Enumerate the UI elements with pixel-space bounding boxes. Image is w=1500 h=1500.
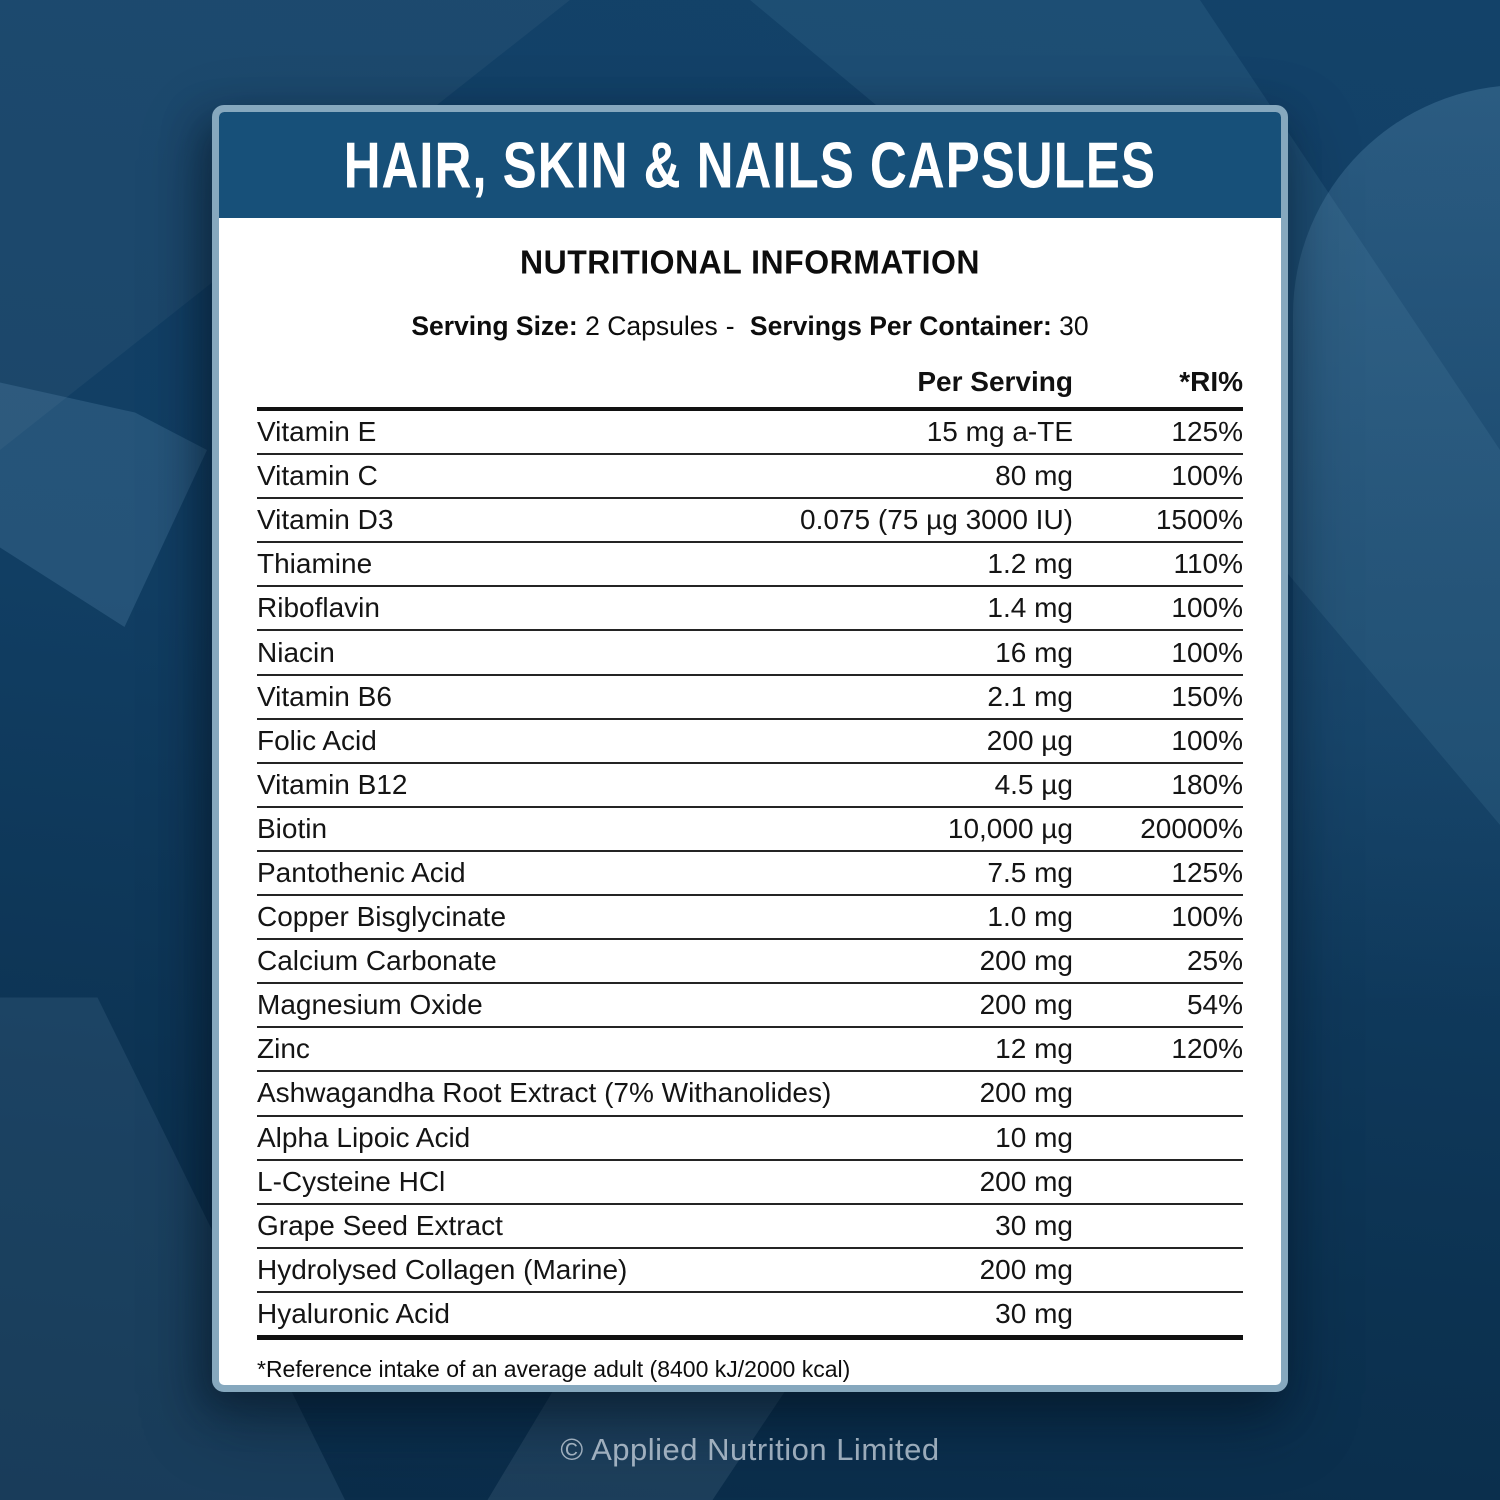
nutrition-label-card: HAIR, SKIN & NAILS CAPSULES NUTRITIONAL … — [212, 105, 1288, 1392]
ri-value: 1500% — [1155, 504, 1243, 536]
section-heading: NUTRITIONAL INFORMATION — [519, 243, 981, 281]
ingredient-name: Vitamin E — [257, 416, 377, 448]
product-title: HAIR, SKIN & NAILS CAPSULES — [343, 128, 1157, 202]
header-ri: *RI% — [1179, 366, 1243, 397]
table-row: Magnesium Oxide 200 mg 54% — [257, 984, 1243, 1029]
ingredient-name: Vitamin D3 — [257, 504, 394, 536]
ri-value: 150% — [1171, 680, 1243, 712]
table-row: Alpha Lipoic Acid 10 mg — [257, 1117, 1243, 1161]
ingredient-name: Riboflavin — [257, 592, 380, 624]
ingredient-name: Niacin — [257, 636, 335, 668]
card-body: NUTRITIONAL INFORMATION Serving Size: 2 … — [219, 243, 1281, 1383]
background-shape-rounded-arc — [1293, 85, 1500, 1135]
ri-value: 110% — [1173, 548, 1243, 580]
ri-value: 100% — [1171, 901, 1243, 933]
amount-value: 200 mg — [979, 1165, 1073, 1197]
ingredient-name: Pantothenic Acid — [257, 856, 466, 888]
amount-value: 200 mg — [979, 1253, 1073, 1285]
amount-value: 200 µg — [986, 724, 1073, 756]
ri-value: 20000% — [1140, 812, 1243, 844]
table-row: Hydrolysed Collagen (Marine) 200 mg — [257, 1249, 1243, 1293]
ri-value: 100% — [1171, 592, 1243, 624]
amount-value: 30 mg — [995, 1209, 1073, 1241]
table-row: Hyaluronic Acid 30 mg — [257, 1293, 1243, 1340]
ri-value: 125% — [1171, 416, 1243, 448]
serving-size-label: Serving Size: — [411, 311, 578, 341]
ingredient-name: Vitamin C — [257, 460, 378, 492]
table-row: Vitamin E 15 mg a-TE 125% — [257, 411, 1243, 456]
table-row: Vitamin B6 2.1 mg 150% — [257, 676, 1243, 720]
ingredient-name: Vitamin B6 — [257, 680, 392, 712]
ingredient-name: Hydrolysed Collagen (Marine) — [257, 1253, 628, 1285]
table-row: Thiamine 1.2 mg 110% — [257, 543, 1243, 588]
table-row: Copper Bisglycinate 1.0 mg 100% — [257, 896, 1243, 941]
ingredient-name: Biotin — [257, 812, 328, 844]
reference-intake-footnote: *Reference intake of an average adult (8… — [257, 1355, 851, 1382]
ingredient-name: Thiamine — [257, 548, 373, 580]
amount-value: 2.1 mg — [987, 680, 1073, 712]
header-per-serving: Per Serving — [917, 366, 1073, 397]
amount-value: 200 mg — [979, 989, 1073, 1021]
amount-value: 1.4 mg — [987, 592, 1073, 624]
amount-value: 12 mg — [995, 1033, 1073, 1065]
amount-value: 30 mg — [995, 1297, 1073, 1329]
ingredient-name: Vitamin B12 — [257, 768, 408, 800]
table-row: Pantothenic Acid 7.5 mg 125% — [257, 852, 1243, 897]
table-row: Zinc 12 mg 120% — [257, 1028, 1243, 1073]
ingredient-name: Ashwagandha Root Extract (7% Withanolide… — [257, 1077, 832, 1109]
ingredient-name: Folic Acid — [257, 724, 377, 756]
copyright-text: © Applied Nutrition Limited — [560, 1432, 940, 1467]
ri-value: 25% — [1186, 945, 1243, 977]
amount-value: 16 mg — [995, 636, 1073, 668]
amount-value: 10 mg — [995, 1121, 1073, 1153]
table-row: Niacin 16 mg 100% — [257, 631, 1243, 676]
table-header-row: Per Serving *RI% — [257, 366, 1243, 411]
amount-value: 1.0 mg — [987, 901, 1073, 933]
ingredient-name: Alpha Lipoic Acid — [257, 1121, 471, 1153]
table-row: Ashwagandha Root Extract (7% Withanolide… — [257, 1072, 1243, 1117]
card-header-band: HAIR, SKIN & NAILS CAPSULES — [219, 112, 1281, 218]
amount-value: 4.5 µg — [994, 768, 1073, 800]
ingredient-name: Grape Seed Extract — [257, 1209, 503, 1241]
ri-value: 54% — [1186, 989, 1243, 1021]
amount-value: 80 mg — [995, 460, 1073, 492]
table-row: Riboflavin 1.4 mg 100% — [257, 587, 1243, 632]
ri-value: 100% — [1171, 636, 1243, 668]
table-row: Vitamin C 80 mg 100% — [257, 455, 1243, 500]
serving-size-value: 2 Capsules — [585, 311, 718, 341]
ri-value: 100% — [1171, 724, 1243, 756]
amount-value: 0.075 (75 µg 3000 IU) — [800, 504, 1073, 536]
ingredient-name: L-Cysteine HCl — [257, 1165, 446, 1197]
table-row: Calcium Carbonate 200 mg 25% — [257, 940, 1243, 985]
ingredient-name: Copper Bisglycinate — [257, 901, 507, 933]
serving-info: Serving Size: 2 Capsules - Servings Per C… — [257, 311, 1243, 342]
table-row: Grape Seed Extract 30 mg — [257, 1205, 1243, 1249]
amount-value: 10,000 µg — [947, 812, 1073, 844]
table-row: Biotin 10,000 µg 20000% — [257, 808, 1243, 852]
amount-value: 15 mg a-TE — [926, 416, 1073, 448]
amount-value: 200 mg — [979, 945, 1073, 977]
amount-value: 1.2 mg — [987, 548, 1073, 580]
servings-per-container-label: Servings Per Container: — [749, 311, 1052, 341]
ingredient-name: Zinc — [257, 1033, 310, 1065]
table-row: Folic Acid 200 µg 100% — [257, 720, 1243, 764]
ri-value: 125% — [1171, 856, 1243, 888]
servings-per-container-value: 30 — [1059, 311, 1089, 341]
table-row: Vitamin D3 0.075 (75 µg 3000 IU) 1500% — [257, 499, 1243, 544]
ingredient-name: Calcium Carbonate — [257, 945, 497, 977]
amount-value: 200 mg — [979, 1077, 1073, 1109]
table-row: Vitamin B12 4.5 µg 180% — [257, 764, 1243, 808]
ri-value: 180% — [1171, 768, 1243, 800]
serving-separator: - — [725, 311, 735, 341]
amount-value: 7.5 mg — [987, 856, 1073, 888]
table-row: L-Cysteine HCl 200 mg — [257, 1161, 1243, 1205]
ri-value: 120% — [1171, 1033, 1243, 1065]
table-rows: Vitamin E 15 mg a-TE 125% Vitamin C 80 m… — [257, 411, 1243, 1340]
ingredient-name: Hyaluronic Acid — [257, 1297, 450, 1329]
ingredient-name: Magnesium Oxide — [257, 989, 483, 1021]
nutrition-table: Per Serving *RI% Vitamin E 15 mg a-TE 12… — [257, 366, 1243, 1340]
ri-value: 100% — [1171, 460, 1243, 492]
